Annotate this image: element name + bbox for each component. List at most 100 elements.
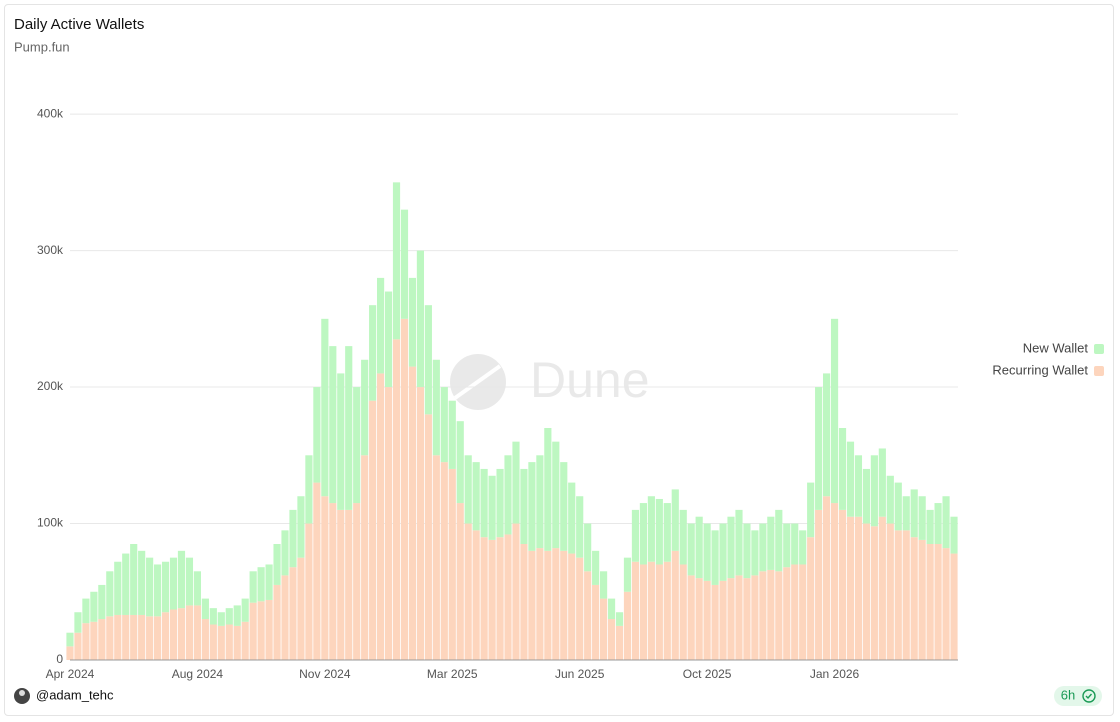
bar xyxy=(392,339,401,660)
bar xyxy=(329,346,337,504)
bar xyxy=(305,523,313,660)
bar xyxy=(289,509,297,568)
bar xyxy=(138,614,146,660)
bar xyxy=(114,614,122,660)
bar xyxy=(177,550,186,609)
legend-label[interactable]: Recurring Wallet xyxy=(992,362,1088,377)
bar xyxy=(600,598,608,660)
bar xyxy=(576,557,584,660)
bar xyxy=(679,564,687,660)
bar xyxy=(552,548,560,660)
bar xyxy=(560,550,568,660)
bar xyxy=(257,567,265,602)
bar xyxy=(671,489,679,551)
bar xyxy=(297,496,305,558)
bar xyxy=(512,441,520,524)
y-tick-label: 100k xyxy=(37,516,64,530)
bar xyxy=(217,625,225,660)
bar xyxy=(934,544,942,660)
plot: 0 100k 200k 300k 400k Apr 2024 Aug 2024 Nov 202… xyxy=(37,106,958,681)
bar xyxy=(464,523,472,660)
bar xyxy=(807,537,815,660)
bar xyxy=(799,564,807,660)
bar xyxy=(743,523,751,579)
bar xyxy=(66,646,74,660)
bar xyxy=(361,359,369,456)
bar xyxy=(257,601,265,660)
bar xyxy=(416,250,424,388)
bar xyxy=(361,455,369,660)
bar xyxy=(297,557,305,660)
card xyxy=(4,4,1114,716)
bar xyxy=(432,455,440,660)
bar xyxy=(233,605,241,626)
bar xyxy=(647,496,655,562)
bar xyxy=(217,612,225,626)
bar xyxy=(607,619,616,660)
bar xyxy=(695,578,703,660)
bar xyxy=(584,571,592,660)
bar xyxy=(902,496,910,531)
bar xyxy=(480,468,488,538)
bar xyxy=(496,468,504,538)
bar xyxy=(90,591,98,622)
bar xyxy=(146,557,154,617)
bar xyxy=(265,599,273,660)
bar xyxy=(823,373,831,497)
bar xyxy=(783,567,791,660)
bar xyxy=(138,550,146,615)
bar xyxy=(82,598,90,624)
bar xyxy=(154,616,162,660)
bar xyxy=(225,608,233,625)
bar xyxy=(607,598,616,620)
bar xyxy=(201,619,209,660)
bar xyxy=(560,462,568,551)
bar xyxy=(894,482,902,531)
bar xyxy=(440,387,448,463)
bar xyxy=(177,608,186,660)
bar xyxy=(369,400,377,660)
bar xyxy=(615,625,624,660)
bar xyxy=(106,571,114,617)
watermark-logo-stroke xyxy=(453,364,502,400)
bar xyxy=(862,523,870,660)
bar xyxy=(74,612,82,633)
bar xyxy=(384,387,393,660)
bar xyxy=(775,509,783,572)
bar xyxy=(480,537,488,660)
bar xyxy=(838,509,847,660)
bar xyxy=(655,498,663,565)
bar xyxy=(273,584,281,660)
bar xyxy=(918,496,926,540)
bar xyxy=(568,553,576,660)
legend-label[interactable]: New Wallet xyxy=(1023,340,1089,355)
x-tick-label: Aug 2024 xyxy=(172,667,224,681)
bar xyxy=(751,575,759,660)
bar xyxy=(918,539,926,660)
bar xyxy=(185,557,194,606)
bar xyxy=(767,516,775,570)
bar xyxy=(512,523,520,660)
bar xyxy=(432,359,440,456)
bar xyxy=(639,564,647,660)
bar xyxy=(735,509,743,576)
bar xyxy=(520,468,528,544)
bar xyxy=(886,523,894,660)
bar xyxy=(504,534,512,660)
bar xyxy=(544,428,552,551)
bar xyxy=(146,616,154,660)
bar xyxy=(408,366,417,660)
legend-swatch xyxy=(1094,366,1104,376)
bar xyxy=(528,462,536,551)
bar xyxy=(98,619,106,660)
bar xyxy=(783,523,791,568)
bar xyxy=(886,475,894,524)
bar xyxy=(241,621,249,660)
bar xyxy=(815,509,823,660)
bar xyxy=(90,621,98,660)
bar xyxy=(353,387,361,504)
bar xyxy=(870,526,878,660)
bar xyxy=(600,571,608,599)
bar xyxy=(273,544,281,585)
bar xyxy=(384,291,393,388)
